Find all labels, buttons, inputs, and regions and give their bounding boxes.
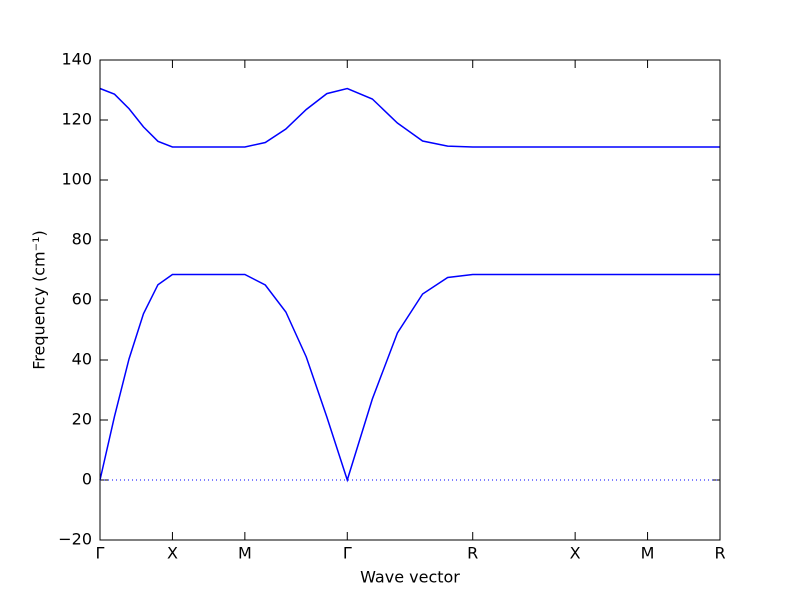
x-tick-label: M	[238, 544, 252, 563]
x-tick-label: X	[167, 544, 178, 563]
plot-frame	[99, 59, 721, 541]
x-axis-label: Wave vector	[360, 568, 460, 587]
y-tick-label: 60	[72, 290, 92, 309]
y-axis-label: Frequency (cm⁻¹)	[30, 230, 49, 369]
x-tick-label: R	[714, 544, 725, 563]
y-tick-label: 100	[61, 170, 92, 189]
y-tick-label: 120	[61, 110, 92, 129]
y-tick-label: 20	[72, 410, 92, 429]
x-tick-label: X	[570, 544, 581, 563]
dispersion-branch	[99, 273, 720, 483]
dispersion-branch	[99, 87, 720, 148]
x-tick-label: Γ	[343, 544, 352, 563]
x-tick-label: M	[641, 544, 655, 563]
y-tick-label: 40	[72, 350, 92, 369]
x-tick-label: R	[467, 544, 478, 563]
y-tick-label: 0	[82, 470, 92, 489]
x-tick-label: Γ	[96, 544, 105, 563]
y-tick-label: 140	[61, 50, 92, 69]
y-tick-label: 80	[72, 230, 92, 249]
y-tick-label: −20	[58, 530, 92, 549]
